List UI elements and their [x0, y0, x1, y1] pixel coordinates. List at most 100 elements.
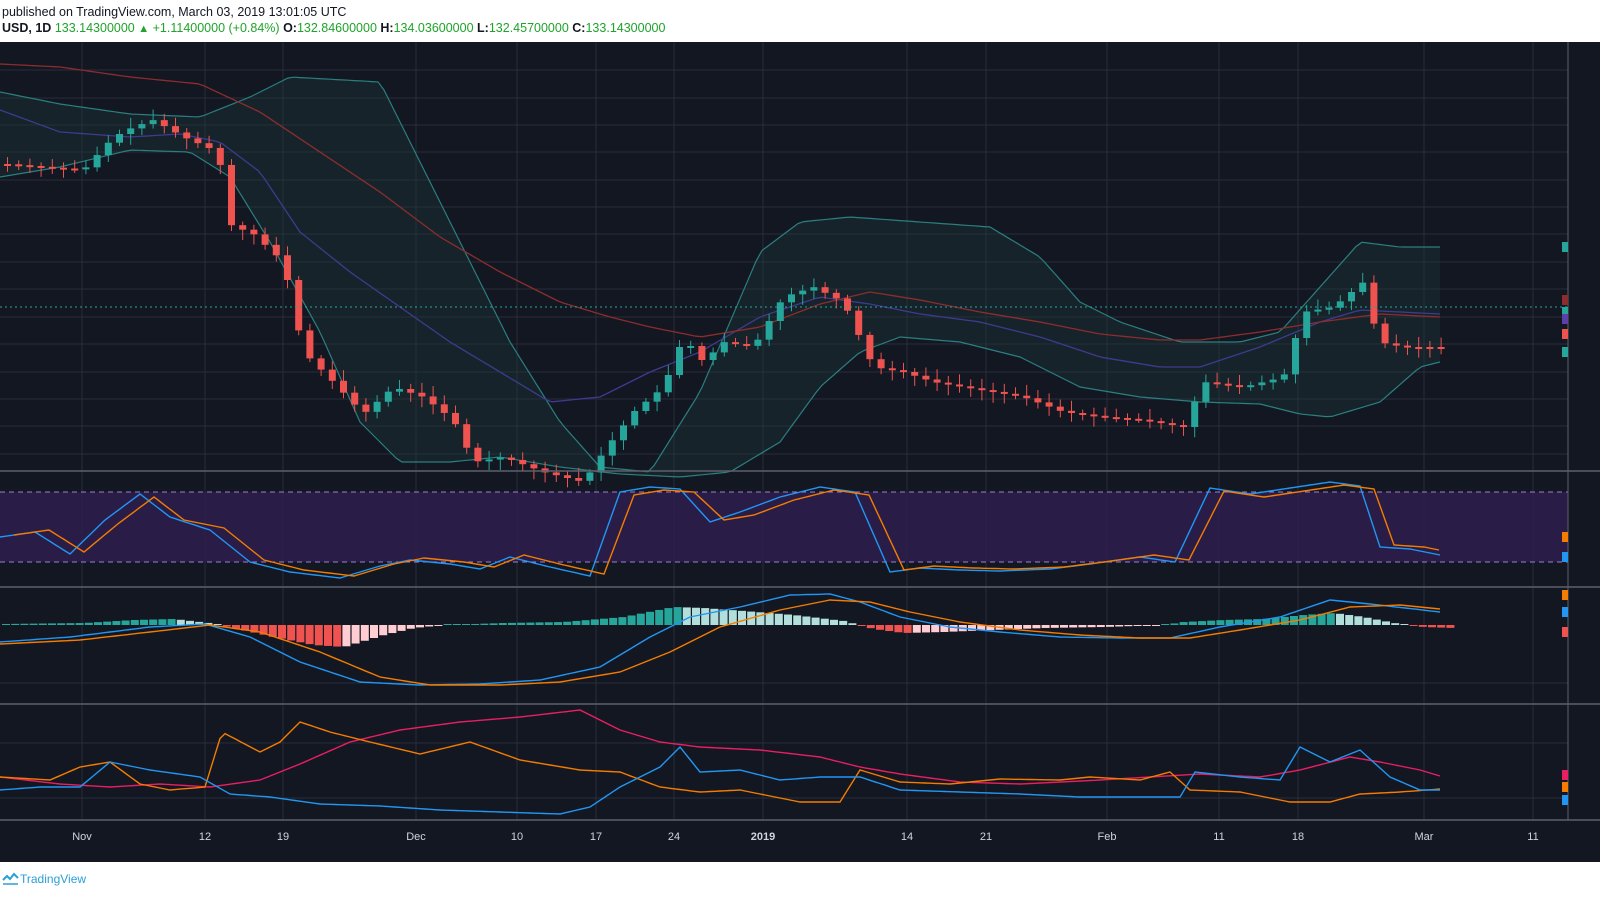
macd-histogram-bar [774, 613, 783, 625]
symbol-timeframe[interactable]: USD, 1D [2, 21, 52, 35]
price-chart[interactable]: Nov 12 19 Dec 10 17 24 2019 14 21 Feb 11 18 Mar 11 [0, 42, 1600, 862]
candle-body [1079, 413, 1087, 415]
macd-histogram-bar [462, 624, 470, 625]
price-pane[interactable] [0, 63, 1568, 488]
candle-body [1280, 374, 1288, 380]
candle-body [15, 164, 23, 167]
candle-body [519, 460, 527, 465]
candle-body [586, 472, 594, 481]
candle-body [989, 390, 997, 393]
candle-body [373, 401, 381, 412]
macd-histogram-bar [811, 617, 820, 625]
macd-histogram-bar [1161, 624, 1170, 625]
candle-body [508, 457, 515, 460]
low-value: 132.45700000 [488, 21, 569, 35]
candle-body [799, 290, 807, 295]
candle-body [351, 392, 359, 405]
macd-histogram-bar [940, 625, 949, 632]
macd-histogram-bar [204, 622, 213, 625]
candle-body [407, 389, 415, 393]
candle-body [194, 138, 202, 144]
macd-histogram-bar [471, 623, 480, 625]
dmi-marker [1562, 770, 1568, 780]
candle-body [1370, 282, 1378, 324]
price-marker [1562, 347, 1568, 357]
stoch-rsi-pane[interactable] [0, 481, 1568, 579]
candle-body [788, 294, 795, 303]
macd-signal-line [0, 599, 1441, 686]
candle-body [1426, 347, 1434, 349]
candle-body [183, 132, 191, 139]
macd-histogram-bar [581, 620, 590, 625]
macd-histogram-bar [1032, 625, 1041, 629]
candle-body [978, 388, 986, 391]
candle-body [4, 164, 11, 166]
candle-body [474, 447, 482, 462]
macd-histogram-bar [535, 622, 544, 625]
macd-histogram-bar [977, 625, 986, 631]
macd-histogram-bar [765, 613, 774, 625]
dmi-pane[interactable] [0, 709, 1441, 815]
macd-histogram-bar [544, 622, 553, 625]
footer: TradingView [0, 862, 1600, 900]
candle-body [676, 347, 683, 375]
macd-histogram-bar [222, 625, 231, 627]
macd-histogram-bar [1446, 625, 1455, 628]
macd-histogram-bar [784, 614, 792, 625]
time-axis-label: Mar [1415, 831, 1434, 843]
macd-histogram-bar [452, 624, 461, 625]
macd-histogram-bar [600, 618, 608, 625]
candle-body [664, 375, 672, 393]
macd-histogram-bar [305, 625, 314, 645]
macd-histogram-bar [931, 625, 940, 633]
candle-body [261, 234, 269, 245]
dmi-marker [1562, 782, 1568, 792]
macd-histogram-bar [268, 625, 277, 637]
candle-body [26, 165, 34, 168]
macd-histogram-bar [287, 625, 296, 641]
macd-histogram-bar [498, 623, 507, 625]
candle-body [866, 334, 874, 360]
macd-histogram-bar [1336, 613, 1344, 625]
candle-body [127, 128, 135, 134]
candle-body [250, 229, 258, 235]
macd-histogram-bar [75, 623, 84, 625]
candle-body [530, 464, 538, 469]
macd-histogram-bar [572, 620, 581, 625]
macd-pane[interactable] [0, 593, 1455, 686]
macd-histogram-bar [360, 625, 369, 641]
macd-histogram-bar [590, 619, 599, 625]
macd-histogram-bar [1124, 625, 1133, 627]
macd-histogram-bar [388, 625, 397, 634]
tradingview-brand[interactable]: TradingView [2, 872, 86, 886]
time-axis-label: 17 [590, 831, 602, 843]
candle-body [71, 168, 79, 171]
candle-body [149, 120, 157, 125]
candle-body [620, 425, 627, 441]
macd-histogram-bar [830, 619, 838, 625]
candle-body [228, 164, 235, 226]
candle-body [216, 147, 224, 165]
candle-body [1404, 345, 1411, 348]
candle-body [1023, 395, 1031, 399]
candle-body [138, 124, 146, 129]
stoch-marker [1562, 532, 1568, 542]
macd-histogram-bar [1060, 625, 1068, 628]
candle-body [317, 358, 325, 370]
candle-body [116, 134, 123, 143]
macd-histogram-bar [554, 622, 562, 625]
candle-body [384, 391, 392, 402]
candle-body [922, 375, 930, 380]
candle-body [1437, 347, 1445, 349]
up-triangle-icon: ▲ [138, 23, 150, 35]
candle-body [295, 280, 303, 331]
time-axis[interactable]: Nov 12 19 Dec 10 17 24 2019 14 21 Feb 11 18 Mar 11 [72, 831, 1538, 843]
candle-body [1269, 379, 1277, 383]
candle-body [418, 392, 426, 397]
candle-body [496, 457, 504, 460]
macd-histogram-bar [922, 625, 930, 633]
macd-histogram-bar [618, 617, 627, 625]
candle-body [1101, 415, 1109, 418]
pane-separators[interactable] [0, 42, 1600, 821]
macd-histogram-bar [682, 607, 691, 625]
